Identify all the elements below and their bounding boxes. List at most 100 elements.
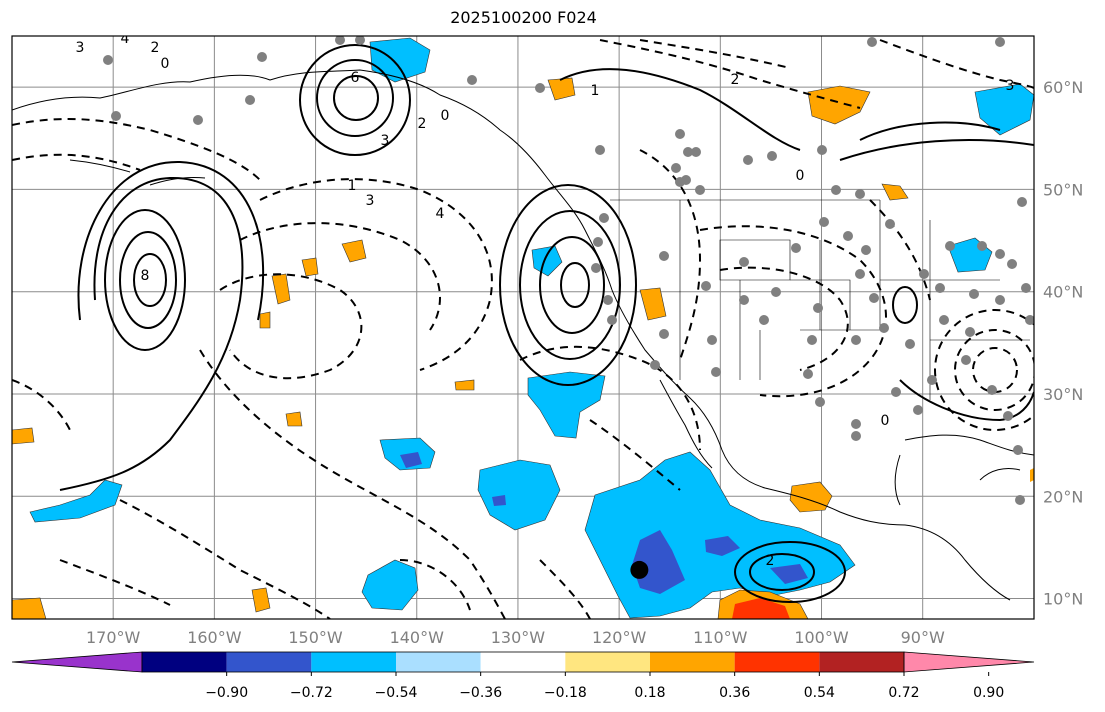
station-dot xyxy=(683,147,693,157)
station-dot xyxy=(843,231,853,241)
colorbar-tick-labels: −0.90 −0.72 −0.54 −0.36 −0.18 0.18 0.36 0.54 0.7… xyxy=(205,672,1004,701)
station-dot xyxy=(701,281,711,291)
longitude-label: 160°W xyxy=(187,628,242,647)
station-dot xyxy=(813,303,823,313)
deep-negative-shading xyxy=(400,452,808,594)
contour-label: 1 xyxy=(591,83,600,99)
colorbar-segment xyxy=(565,652,650,672)
station-dot xyxy=(995,37,1005,47)
station-dot xyxy=(739,257,749,267)
station-dot xyxy=(711,367,721,377)
colorbar-tick-label: −0.90 xyxy=(205,685,248,701)
contour-label: 0 xyxy=(161,56,170,72)
station-dot xyxy=(707,335,717,345)
dashed-contours xyxy=(12,39,1034,619)
positive-shading xyxy=(12,77,1034,619)
station-dot xyxy=(467,75,477,85)
contour-label: 4 xyxy=(121,31,130,47)
station-dot xyxy=(355,36,365,45)
station-dot xyxy=(245,95,255,105)
colorbar-segment xyxy=(142,652,227,672)
contour-label: 4 xyxy=(436,206,445,222)
state-borders xyxy=(610,199,1030,400)
station-dot xyxy=(659,251,669,261)
colorbar-segment xyxy=(734,652,820,672)
colorbar-tick-label: −0.18 xyxy=(544,685,587,701)
latitude-label: 30°N xyxy=(1043,385,1083,404)
station-dot xyxy=(995,295,1005,305)
station-dot xyxy=(885,219,895,229)
map-title: 2025100200 F024 xyxy=(450,8,597,27)
station-dot xyxy=(535,83,545,93)
contour-label: 0 xyxy=(441,108,450,124)
location-marker xyxy=(630,560,649,579)
station-dot xyxy=(879,323,889,333)
contour-label: 1 xyxy=(348,178,357,194)
station-dot xyxy=(803,369,813,379)
station-dot xyxy=(969,289,979,299)
colorbar-tick-label: −0.36 xyxy=(459,685,502,701)
longitude-label: 150°W xyxy=(288,628,343,647)
station-dot xyxy=(759,315,769,325)
station-dot xyxy=(791,243,801,253)
station-dot xyxy=(675,129,685,139)
station-dot xyxy=(831,185,841,195)
station-dot xyxy=(851,335,861,345)
station-dots xyxy=(103,36,1034,505)
station-dot xyxy=(1015,495,1025,505)
station-dot xyxy=(1003,411,1013,421)
latitude-label: 50°N xyxy=(1043,180,1083,199)
station-dot xyxy=(939,315,949,325)
contour-label: 2 xyxy=(766,553,775,569)
station-dot xyxy=(851,419,861,429)
longitude-label: 140°W xyxy=(390,628,445,647)
longitude-label: 130°W xyxy=(491,628,546,647)
station-dot xyxy=(891,387,901,397)
colorbar-segment xyxy=(819,652,904,672)
station-dot xyxy=(593,237,603,247)
station-dot xyxy=(855,269,865,279)
contour-label: 3 xyxy=(1006,78,1015,94)
station-dot xyxy=(595,145,605,155)
station-dot xyxy=(103,55,113,65)
station-dot xyxy=(961,355,971,365)
coastlines xyxy=(12,69,1034,601)
colorbar-frame xyxy=(141,651,905,673)
station-dot xyxy=(1021,283,1031,293)
station-dot xyxy=(599,213,609,223)
map-frame xyxy=(11,35,1035,620)
contour-label: 2 xyxy=(418,116,427,132)
station-dot xyxy=(650,360,660,370)
station-dot xyxy=(867,37,877,47)
contour-label: 3 xyxy=(366,193,375,209)
contour-label: 3 xyxy=(76,40,85,56)
station-dot xyxy=(851,431,861,441)
station-dot xyxy=(675,177,685,187)
station-dot xyxy=(995,249,1005,259)
station-dot xyxy=(1017,197,1027,207)
station-dot xyxy=(607,315,617,325)
station-dot xyxy=(807,335,817,345)
station-dot xyxy=(659,329,669,339)
contour-label: 0 xyxy=(881,413,890,429)
colorbar-segment xyxy=(650,652,735,672)
colorbar-tick-label: 0.90 xyxy=(973,685,1004,701)
station-dot xyxy=(817,145,827,155)
station-dot xyxy=(861,245,871,255)
station-dot xyxy=(335,36,345,45)
station-dot xyxy=(905,339,915,349)
station-dot xyxy=(987,385,997,395)
station-dot xyxy=(935,283,945,293)
station-dot xyxy=(1007,259,1017,269)
colorbar-tick-label: −0.54 xyxy=(375,685,418,701)
longitude-label: 110°W xyxy=(693,628,748,647)
colorbar-segment xyxy=(480,652,566,672)
station-dot xyxy=(1013,445,1023,455)
station-dot xyxy=(691,147,701,157)
station-dot xyxy=(671,163,681,173)
latitude-label: 40°N xyxy=(1043,283,1083,302)
colorbar-tick-label: 0.72 xyxy=(888,685,919,701)
colorbar-segment xyxy=(226,652,312,672)
longitude-label: 120°W xyxy=(592,628,647,647)
